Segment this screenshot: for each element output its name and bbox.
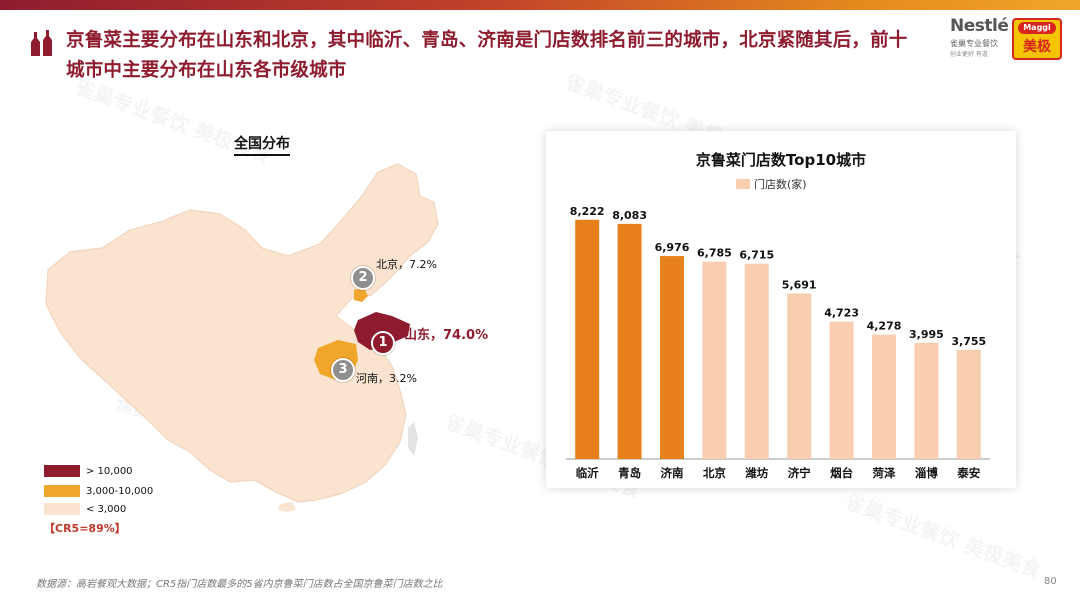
bar [744, 263, 769, 459]
bar-value-label: 6,785 [697, 247, 732, 260]
x-tick-label: 泰安 [956, 466, 980, 480]
map-rank-badge: 2 [351, 266, 375, 290]
bar-value-label: 8,083 [612, 209, 647, 222]
map-legend-label: < 3,000 [86, 504, 127, 515]
map-title: 全国分布 [234, 133, 290, 156]
bar [787, 293, 812, 459]
map-label-beijing: 北京，7.2% [376, 258, 437, 271]
chart-legend: 门店数(家) [736, 176, 807, 192]
x-tick-label: 烟台 [830, 466, 853, 480]
bar [956, 349, 981, 459]
hainan-island [278, 502, 296, 512]
x-tick-label: 临沂 [576, 466, 599, 480]
china-mainland-shape [45, 163, 439, 503]
map-rank-badge: 1 [371, 331, 395, 355]
bar [702, 261, 727, 459]
bar [575, 219, 600, 459]
map-legend-swatch-low [44, 503, 80, 515]
map-legend-label: 3,000-10,000 [86, 486, 154, 497]
taiwan-island [408, 422, 418, 456]
x-tick-label: 青岛 [618, 466, 641, 480]
x-tick-label: 潍坊 [745, 466, 768, 480]
source-note: 数据源：高岩餐观大数据；CR5指门店数最多的5省内京鲁菜门店数占全国京鲁菜门店数… [36, 579, 443, 590]
maggi-logo-bottom: 美极 [1023, 39, 1051, 55]
cr5-note: 【CR5=89%】 [44, 522, 126, 535]
bottle-icon [30, 28, 58, 62]
nestle-subtitle: 雀巢专业餐饮 [950, 39, 998, 48]
bar-value-label: 8,222 [570, 205, 605, 218]
bar [617, 223, 642, 459]
bar-value-label: 3,995 [909, 328, 944, 341]
bar-chart: 8,222 临沂 8,083 青岛 6,976 济南 6,785 北京 6,715 潍坊 5,691… [566, 205, 990, 480]
map-rank-badge: 3 [331, 358, 355, 382]
map-label-henan: 河南，3.2% [356, 372, 417, 385]
x-tick-label: 济南 [661, 466, 684, 480]
map-label-shandong: 山东，74.0% [404, 328, 489, 343]
bar-value-label: 5,691 [782, 278, 817, 291]
bar-value-label: 4,723 [824, 307, 859, 320]
watermark: 雀巢专业餐饮 美极美食 [841, 485, 1045, 583]
slide-title: 京鲁菜主要分布在山东和北京，其中临沂、青岛、济南是门店数排名前三的城市，北京紧随… [66, 30, 908, 81]
x-tick-label: 菏泽 [873, 466, 896, 480]
bar-value-label: 3,755 [951, 335, 986, 348]
map-legend-swatch-high [44, 465, 80, 477]
chart-legend-label: 门店数(家) [754, 178, 807, 191]
bar [829, 321, 854, 459]
maggi-logo-top: Maggi [1018, 22, 1056, 34]
bar [914, 342, 939, 459]
nestle-slogan: 创业更好 有道 [950, 51, 988, 58]
chart-legend-swatch [736, 179, 750, 189]
beijing-region [354, 288, 368, 302]
chart-title: 京鲁菜门店数Top10城市 [695, 151, 867, 169]
map-legend-swatch-mid [44, 485, 80, 497]
page-number: 80 [1044, 576, 1057, 587]
bar-value-label: 4,278 [867, 320, 902, 333]
bar-chart-panel: 京鲁菜门店数Top10城市 门店数(家) 8,222 临沂 8,083 青岛 6,976… [546, 131, 1016, 488]
x-tick-label: 淄博 [915, 466, 938, 480]
x-tick-label: 北京 [703, 466, 726, 480]
bar-value-label: 6,715 [739, 249, 774, 262]
maggi-logo: Maggi 美极 [1012, 18, 1062, 60]
x-tick-label: 济宁 [788, 466, 811, 480]
bar [872, 334, 896, 459]
bar-value-label: 6,976 [655, 241, 690, 254]
top-accent-bar [0, 0, 1080, 10]
nestle-logo: Nestlé [950, 16, 1009, 36]
brand-logos: Nestlé 雀巢专业餐饮 创业更好 有道 Maggi 美极 [946, 16, 1076, 62]
bar [660, 256, 684, 459]
map-legend-label: > 10,000 [86, 466, 133, 477]
